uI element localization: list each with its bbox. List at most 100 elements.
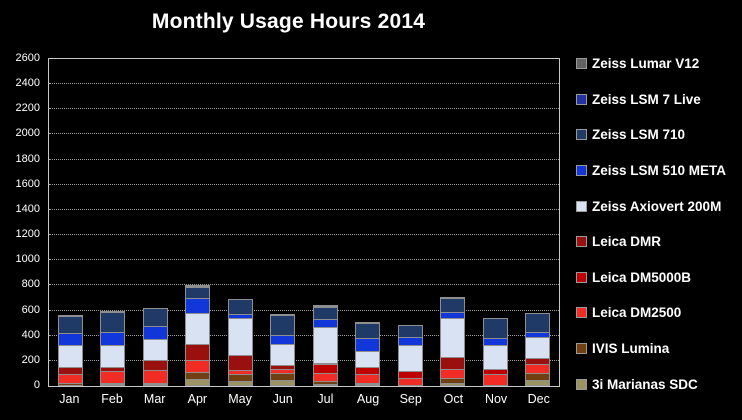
bar-segment-apr-3i-marianas-sdc	[185, 379, 211, 386]
x-axis-label-feb: Feb	[101, 392, 123, 406]
bar-segment-mar-3i-marianas-sdc	[142, 384, 168, 386]
bar-segment-aug-zeiss-lsm-510-meta	[355, 337, 381, 353]
x-axis-label-dec: Dec	[527, 392, 550, 406]
bar-segment-mar-zeiss-axiovert-200m	[142, 339, 168, 362]
gridline-2200	[49, 108, 559, 110]
legend-label: 3i Marianas SDC	[592, 376, 698, 392]
bar-segment-dec-zeiss-lsm-710	[525, 312, 551, 333]
x-axis-label-may: May	[228, 392, 252, 406]
gridline-800	[49, 284, 559, 286]
legend-label: Leica DM5000B	[592, 269, 692, 285]
legend-item-zeiss-lsm-710: Zeiss LSM 710	[576, 117, 726, 153]
bar-segment-jan-ivis-lumina	[57, 382, 83, 386]
bar-segment-sep-leica-dm2500	[397, 377, 423, 386]
legend-label: Zeiss LSM 710	[592, 127, 686, 143]
gridline-1000	[49, 259, 559, 261]
gridline-2400	[49, 83, 559, 85]
bar-segment-jun-zeiss-axiovert-200m	[270, 344, 296, 366]
bar-segment-dec-zeiss-axiovert-200m	[525, 336, 551, 360]
y-axis-tick-label: 2400	[15, 77, 40, 90]
bar-slot-mar	[134, 59, 177, 386]
bar-aug	[355, 321, 381, 386]
bar-segment-aug-zeiss-axiovert-200m	[355, 351, 381, 369]
legend-swatch-icon	[576, 200, 587, 212]
y-axis-tick-label: 2000	[15, 127, 40, 140]
bar-oct	[440, 296, 466, 386]
bar-apr	[185, 285, 211, 386]
bar-slot-oct	[432, 59, 475, 386]
bar-segment-aug-zeiss-lsm-710	[355, 322, 381, 339]
legend-item-zeiss-axiovert-200m: Zeiss Axiovert 200M	[576, 188, 726, 224]
legend-label: Leica DM2500	[592, 305, 682, 321]
y-axis-tick-label: 0	[33, 379, 40, 391]
bar-segment-jun-zeiss-lsm-710	[270, 315, 296, 337]
gridline-1400	[49, 208, 559, 210]
legend-swatch-icon	[576, 93, 587, 105]
legend-label: Leica DMR	[592, 234, 662, 250]
bar-segment-apr-zeiss-lsm-510-meta	[185, 297, 211, 315]
bar-segment-feb-zeiss-lsm-710	[100, 311, 126, 334]
bar-dec	[525, 312, 551, 386]
legend-item-ivis-lumina: IVIS Lumina	[576, 331, 726, 367]
bar-slot-jan	[49, 59, 92, 386]
bar-jun	[270, 314, 296, 386]
bar-segment-may-zeiss-lsm-710	[227, 299, 253, 315]
bar-segment-oct-zeiss-lsm-710	[440, 297, 466, 313]
bar-segment-may-leica-dmr	[227, 355, 253, 372]
bar-slot-dec	[517, 59, 560, 386]
y-axis-tick-label: 1600	[15, 177, 40, 190]
bar-segment-jun-3i-marianas-sdc	[270, 379, 296, 386]
legend-item-leica-dm5000b: Leica DM5000B	[576, 260, 726, 296]
bar-segment-feb-3i-marianas-sdc	[100, 384, 126, 386]
gridline-400	[49, 334, 559, 336]
gridline-600	[49, 309, 559, 311]
bar-slot-jul	[304, 59, 347, 386]
y-axis-tick-label: 1800	[15, 152, 40, 165]
bar-segment-apr-leica-dmr	[185, 344, 211, 361]
legend-item-leica-dmr: Leica DMR	[576, 224, 726, 260]
bar-segment-feb-zeiss-axiovert-200m	[100, 344, 126, 369]
x-axis-label-jun: Jun	[272, 392, 293, 406]
legend-label: Zeiss LSM 7 Live	[592, 91, 701, 107]
bar-segment-dec-3i-marianas-sdc	[525, 379, 551, 386]
y-axis-tick-label: 2200	[15, 102, 40, 115]
bar-segment-nov-zeiss-axiovert-200m	[482, 345, 508, 370]
bar-segment-may-zeiss-axiovert-200m	[227, 317, 253, 357]
y-axis-tick-label: 400	[21, 328, 40, 341]
legend-item-zeiss-lumar-v12: Zeiss Lumar V12	[576, 46, 726, 82]
bar-jul	[312, 305, 338, 386]
y-axis-tick-label: 1200	[15, 228, 40, 241]
legend-swatch-icon	[576, 236, 587, 248]
x-axis-label-aug: Aug	[356, 392, 380, 406]
bar-jan	[57, 314, 83, 386]
legend: Zeiss Lumar V12 Zeiss LSM 7 Live Zeiss LSM…	[576, 46, 726, 402]
legend-label: Zeiss LSM 510 META	[592, 163, 727, 179]
legend-swatch-icon	[576, 165, 587, 177]
legend-item-zeiss-lsm-510-meta: Zeiss LSM 510 META	[576, 153, 726, 189]
bar-segment-jul-3i-marianas-sdc	[312, 383, 338, 386]
legend-label: Zeiss Axiovert 200M	[592, 198, 722, 214]
y-axis-tick-label: 1400	[15, 202, 40, 215]
plot-area	[48, 58, 560, 387]
bar-segment-apr-zeiss-axiovert-200m	[185, 313, 211, 346]
bar-may	[227, 299, 253, 386]
y-axis-tick-label: 800	[21, 278, 40, 291]
x-axis-label-jan: Jan	[59, 392, 80, 406]
legend-swatch-icon	[576, 378, 587, 390]
x-axis-label-nov: Nov	[484, 392, 508, 406]
bar-segment-jul-zeiss-axiovert-200m	[312, 327, 338, 364]
legend-swatch-icon	[576, 307, 587, 319]
legend-swatch-icon	[576, 271, 587, 283]
legend-item-zeiss-lsm-7-live: Zeiss LSM 7 Live	[576, 82, 726, 118]
x-axis-label-mar: Mar	[143, 392, 166, 406]
bar-slot-nov	[474, 59, 517, 386]
legend-swatch-icon	[576, 343, 587, 355]
bar-sep	[397, 325, 423, 386]
legend-item-3i-marianas-sdc: 3i Marianas SDC	[576, 366, 726, 402]
legend-label: IVIS Lumina	[592, 341, 670, 357]
bar-slot-sep	[389, 59, 432, 386]
bar-segment-sep-zeiss-axiovert-200m	[397, 344, 423, 372]
bar-segment-mar-zeiss-lsm-510-meta	[142, 326, 168, 341]
bar-segment-nov-leica-dm2500	[482, 374, 508, 386]
